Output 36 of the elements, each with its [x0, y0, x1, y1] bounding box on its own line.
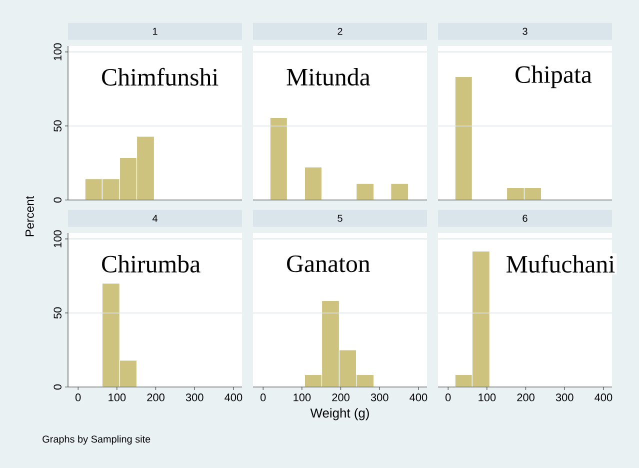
annotation: Mufuchani [506, 254, 615, 273]
y-tick-label: 100 [54, 230, 62, 248]
x-tick-label: 100 [108, 394, 126, 402]
chart-title: 5 [338, 214, 342, 222]
annotation: Chirumba [102, 255, 200, 273]
x-tick-label: 300 [556, 394, 574, 402]
x-tick-label: 100 [478, 394, 496, 402]
x-axis-title: Weight (g) [310, 408, 369, 420]
annotation: Ganaton [287, 255, 370, 272]
y-tick-label: 100 [54, 43, 62, 60]
x-tick-label: 0 [75, 394, 81, 402]
x-tick-label: 100 [294, 394, 311, 402]
x-tick-label: 300 [370, 394, 388, 402]
y-tick-label: 50 [54, 307, 62, 319]
chart-title: 1 [152, 28, 158, 35]
annotation: Mitunda [286, 68, 370, 86]
y-axis-title: Percent [26, 196, 34, 236]
x-tick-label: 300 [186, 394, 204, 402]
y-tick-label: 50 [54, 120, 62, 132]
x-tick-label: 200 [147, 394, 164, 402]
x-tick-label: 200 [517, 394, 534, 402]
y-tick-label: 0 [54, 197, 62, 203]
annotation: Chimfunshi [102, 68, 218, 86]
x-tick-label: 0 [260, 394, 266, 402]
chart-title: 3 [522, 28, 528, 35]
chart-title: 6 [522, 214, 528, 222]
chart-title: 2 [338, 28, 342, 35]
x-tick-label: 400 [410, 394, 428, 402]
annotation: Chipata [516, 66, 592, 88]
x-tick-label: 400 [224, 394, 242, 402]
chart-title: 4 [152, 214, 158, 222]
text: Graphs by Sampling site [42, 435, 150, 445]
x-tick-label: 400 [594, 394, 612, 402]
x-tick-label: 200 [332, 394, 350, 402]
x-tick-label: 0 [445, 394, 451, 402]
y-tick-label: 0 [54, 384, 62, 390]
